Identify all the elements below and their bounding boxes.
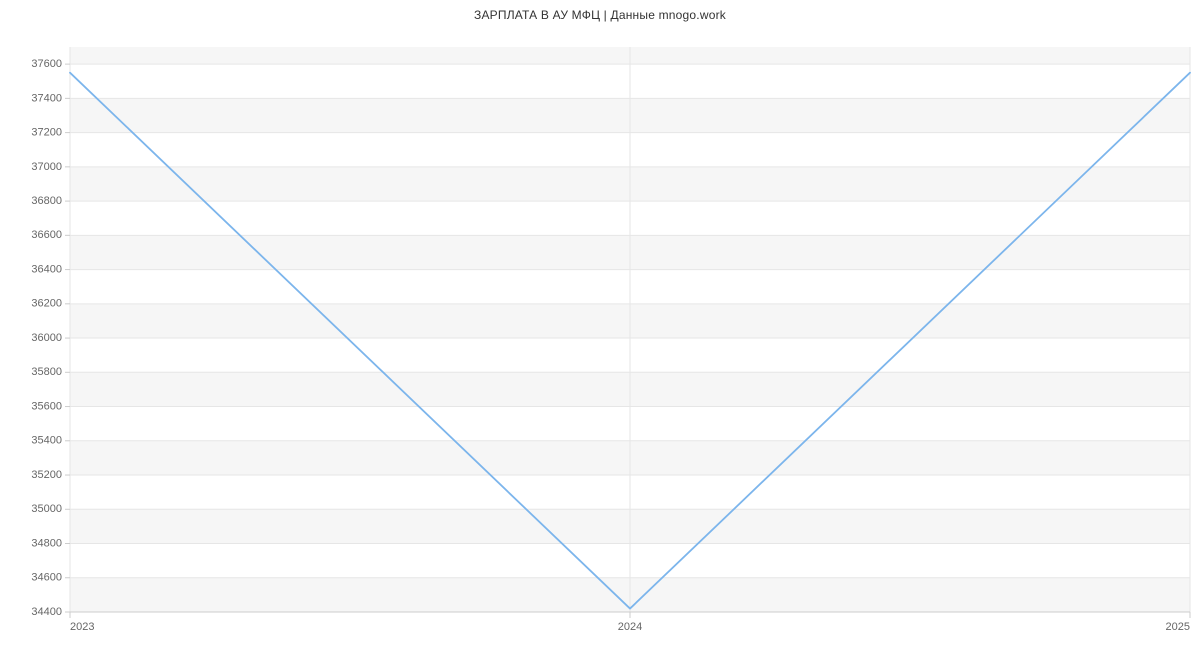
salary-chart: ЗАРПЛАТА В АУ МФЦ | Данные mnogo.work 34… [0, 0, 1200, 650]
y-tick-label: 36200 [31, 298, 62, 310]
x-tick-label: 2023 [70, 621, 94, 633]
y-tick-label: 35600 [31, 400, 62, 412]
y-tick-label: 35200 [31, 469, 62, 481]
y-tick-label: 37200 [31, 127, 62, 139]
y-tick-label: 36000 [31, 332, 62, 344]
x-tick-label: 2024 [618, 621, 642, 633]
y-tick-label: 36400 [31, 263, 62, 275]
chart-plot-area: 34400 34600 34800 35000 35200 35400 35600 35800… [0, 0, 1200, 650]
y-tick-label: 35800 [31, 366, 62, 378]
y-tick-label: 34400 [31, 606, 62, 618]
y-tick-label: 36800 [31, 195, 62, 207]
y-tick-label: 37600 [31, 58, 62, 70]
y-tick-label: 37000 [31, 161, 62, 173]
y-tick-label: 36600 [31, 229, 62, 241]
y-tick-label: 35400 [31, 435, 62, 447]
y-tick-label: 37400 [31, 92, 62, 104]
y-tick-label: 34800 [31, 537, 62, 549]
y-tick-label: 35000 [31, 503, 62, 515]
x-tick-label: 2025 [1166, 621, 1190, 633]
y-tick-label: 34600 [31, 572, 62, 584]
